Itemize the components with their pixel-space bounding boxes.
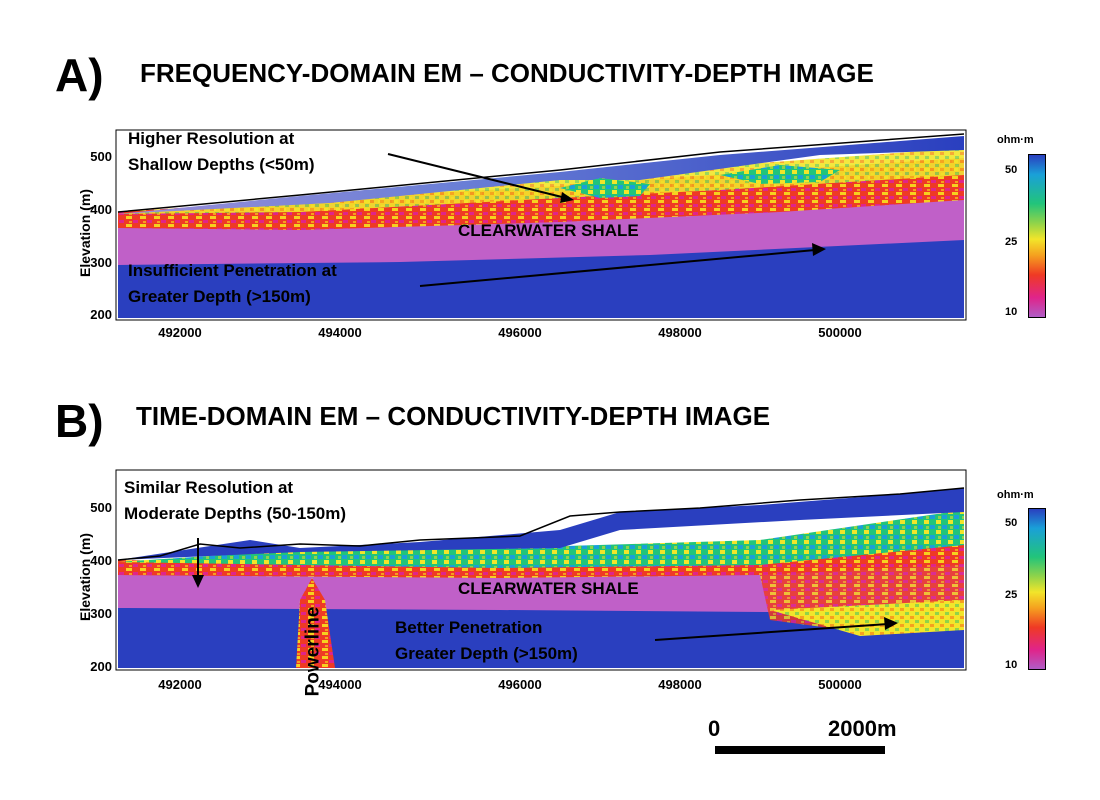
panel-b-x-tick: 494000 [318,677,362,692]
panel-b-colorbar-tick: 25 [1005,589,1018,601]
panel-b-y-tick: 500 [90,500,112,515]
panel-a-y-tick: 500 [90,149,112,164]
panel-b-y-tick: 400 [90,553,112,568]
panel-b-colorbar-unit: ohm·m [997,489,1034,501]
panel-a-annotation-bottom: Insufficient Penetration at Greater Dept… [128,258,337,310]
panel-b-x-tick: 492000 [158,677,202,692]
panel-b-annotation-bottom-line2: Greater Depth (>150m) [395,644,578,663]
panel-b-y-axis-label: Elevation (m) [77,533,93,621]
panel-a-y-tick: 200 [90,307,112,322]
panel-a-shale-label: CLEARWATER SHALE [458,221,639,240]
panel-a-x-tick: 496000 [498,325,542,340]
panel-b-x-tick: 500000 [818,677,862,692]
panel-b-colorbar-tick: 50 [1005,517,1018,529]
panel-a-annotation-bottom-line2: Greater Depth (>150m) [128,287,311,306]
panel-a-annotation-top-line1: Higher Resolution at [128,129,295,148]
panel-b-x-tick: 496000 [498,677,542,692]
panel-a-y-tick: 400 [90,202,112,217]
panel-b-letter: B) [55,395,104,447]
panel-a-y-axis-label: Elevation (m) [77,189,93,277]
panel-a-annotation-top: Higher Resolution at Shallow Depths (<50… [128,126,315,178]
panel-b-annotation-top-line2: Moderate Depths (50-150m) [124,504,347,523]
panel-a-colorbar [1028,154,1046,318]
panel-b-annotation-top: Similar Resolution at Moderate Depths (5… [124,475,346,527]
panel-b-colorbar [1028,508,1046,670]
panel-a-colorbar-tick: 50 [1005,164,1018,176]
panel-a-colorbar-unit: ohm·m [997,134,1034,146]
panel-b-title: TIME-DOMAIN EM – CONDUCTIVITY-DEPTH IMAG… [136,401,771,431]
scale-bar-end-label: 2000m [828,716,897,741]
panel-a-annotation-bottom-line1: Insufficient Penetration at [128,261,337,280]
panel-a-x-tick: 498000 [658,325,702,340]
panel-a-x-tick: 494000 [318,325,362,340]
panel-a-annotation-top-line2: Shallow Depths (<50m) [128,155,315,174]
panel-b-powerline-label: Powerline [302,606,324,697]
panel-b-annotation-top-line1: Similar Resolution at [124,478,294,497]
panel-b-annotation-bottom: Better Penetration Greater Depth (>150m) [395,615,578,667]
scale-bar-start-label: 0 [708,716,721,741]
panel-b-annotation-bottom-line1: Better Penetration [395,618,543,637]
panel-a-x-tick: 492000 [158,325,202,340]
panel-a-x-tick: 500000 [818,325,862,340]
panel-a-y-tick: 300 [90,255,112,270]
panel-a-colorbar-tick: 10 [1005,306,1018,318]
panel-a-colorbar-tick: 25 [1005,236,1018,248]
panel-b-shale-label: CLEARWATER SHALE [458,579,639,598]
scale-bar [715,746,885,754]
panel-a-letter: A) [55,49,104,101]
panel-b-x-tick: 498000 [658,677,702,692]
panel-b-y-tick: 200 [90,659,112,674]
panel-a-title: FREQUENCY-DOMAIN EM – CONDUCTIVITY-DEPTH… [140,58,874,88]
panel-b-colorbar-tick: 10 [1005,659,1018,671]
panel-b-y-tick: 300 [90,606,112,621]
